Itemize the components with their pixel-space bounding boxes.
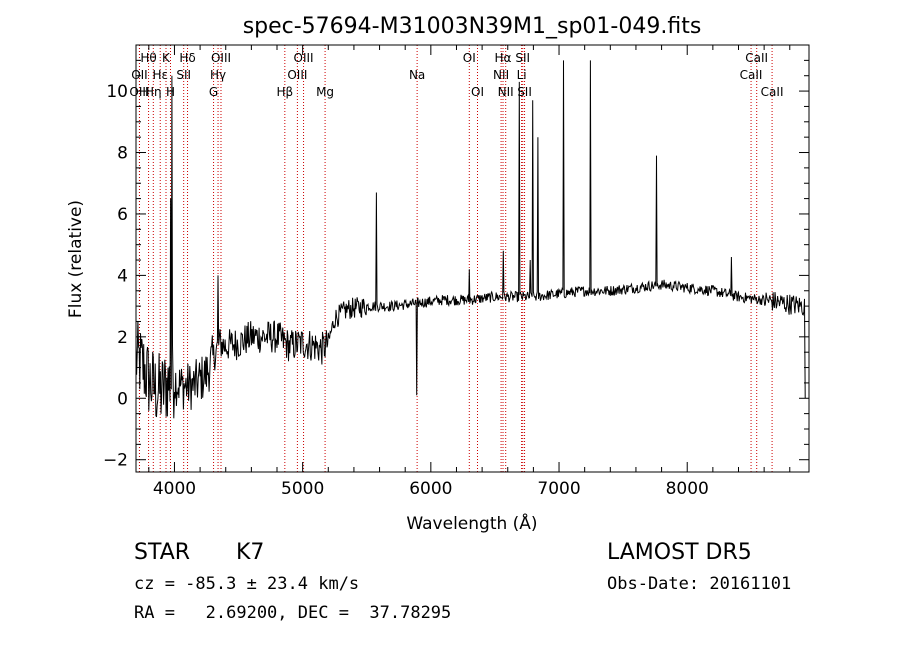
line-marker-label: SII <box>515 51 530 65</box>
line-marker-label: OI <box>463 51 476 65</box>
line-marker-label: CaII <box>745 51 768 65</box>
x-tick-label: 5000 <box>281 479 324 499</box>
obs-date: Obs-Date: 20161101 <box>607 574 792 594</box>
y-axis-label: Flux (relative) <box>66 200 86 318</box>
x-tick-label: 7000 <box>537 479 580 499</box>
line-marker-label: OIII <box>294 51 314 65</box>
object-subclass: K7 <box>236 540 265 565</box>
x-tick-label: 6000 <box>409 479 452 499</box>
line-marker-label: Hθ <box>140 51 156 65</box>
y-tick-label: 8 <box>117 144 128 164</box>
line-marker-label: Hγ <box>210 68 226 82</box>
line-marker-label: Hδ <box>179 51 195 65</box>
line-marker-label: OI <box>471 85 484 99</box>
line-marker-label: OII <box>131 68 148 82</box>
y-tick-label: 10 <box>106 82 128 102</box>
y-tick-label: 2 <box>117 328 128 348</box>
chart-title: spec-57694-M31003N39M1_sp01-049.fits <box>243 14 702 39</box>
coordinates: RA = 2.69200, DEC = 37.78295 <box>134 603 452 623</box>
x-tick-label: 8000 <box>666 479 709 499</box>
line-marker-label: Hα <box>495 51 512 65</box>
line-marker-label: NII <box>493 68 509 82</box>
line-marker-label: Hε <box>152 68 168 82</box>
plot-frame <box>135 44 810 473</box>
line-marker-label: CaII <box>740 68 763 82</box>
line-marker-label: Hη <box>145 85 162 99</box>
x-axis-label: Wavelength (Å) <box>406 512 537 534</box>
line-marker-label: SII <box>176 68 191 82</box>
spectrum-line <box>135 60 806 419</box>
line-marker-label: H <box>166 85 175 99</box>
survey-name: LAMOST DR5 <box>607 540 752 565</box>
line-marker-label: NII <box>498 85 514 99</box>
line-marker-label: Mg <box>316 85 334 99</box>
line-marker-label: SII <box>517 85 532 99</box>
y-tick-label: −2 <box>103 451 128 471</box>
line-marker-label: OIII <box>129 85 149 99</box>
redshift-line: cz = -85.3 ± 23.4 km/s <box>134 574 360 594</box>
line-marker-label: Li <box>517 68 527 82</box>
y-tick-label: 4 <box>117 266 128 286</box>
line-marker-label: K <box>162 51 171 65</box>
axes: 4000 5000 6000 7000 8000 −2 0 2 4 6 8 10 <box>103 45 809 499</box>
line-marker-label: Hβ <box>276 85 293 99</box>
line-marker-label: OIII <box>211 51 231 65</box>
y-tick-label: 0 <box>117 389 128 409</box>
line-marker-label: Na <box>409 68 425 82</box>
y-tick-label: 6 <box>117 205 128 225</box>
line-marker-label: OIII <box>287 68 307 82</box>
line-marker-label: CaII <box>761 85 784 99</box>
x-tick-label: 4000 <box>153 479 196 499</box>
object-class: STAR <box>134 540 191 565</box>
line-marker-label: G <box>209 85 218 99</box>
line-markers <box>138 45 773 472</box>
